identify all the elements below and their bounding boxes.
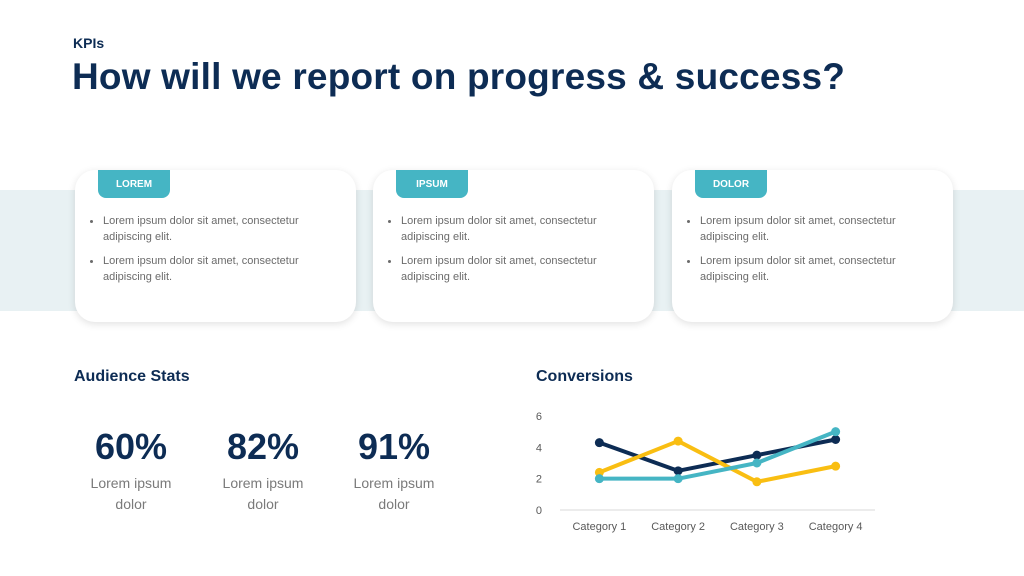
x-tick-label: Category 4	[809, 521, 863, 533]
stat-1: 60% Lorem ipsum dolor	[71, 425, 191, 515]
card-ipsum: IPSUM Lorem ipsum dolor sit amet, consec…	[373, 170, 654, 322]
card-bullet-list: Lorem ipsum dolor sit amet, consectetur …	[686, 214, 936, 294]
x-tick-label: Category 2	[651, 521, 705, 533]
card-tab-lorem: LOREM	[98, 170, 170, 198]
series-point	[831, 427, 841, 437]
y-tick-label: 6	[536, 411, 542, 423]
series-line	[597, 429, 838, 481]
card-bullet-list: Lorem ipsum dolor sit amet, consectetur …	[387, 214, 637, 294]
series-point	[752, 458, 762, 468]
series-point	[673, 436, 683, 446]
x-tick-label: Category 3	[730, 521, 784, 533]
series-point	[594, 474, 604, 484]
series-point	[594, 467, 604, 477]
card-bullet: Lorem ipsum dolor sit amet, consectetur …	[686, 214, 936, 245]
stat-value: 82%	[226, 426, 300, 467]
series-point	[752, 450, 762, 460]
stat-label: Lorem ipsum dolor	[222, 475, 304, 512]
series-point	[673, 466, 683, 476]
stat-value: 60%	[94, 426, 168, 467]
series-point	[594, 438, 604, 448]
card-bullet: Lorem ipsum dolor sit amet, consectetur …	[387, 254, 637, 285]
x-tick-label: Category 1	[572, 521, 626, 533]
kpis-eyebrow: KPIs	[73, 35, 105, 51]
y-tick-label: 0	[536, 505, 542, 517]
card-bullet: Lorem ipsum dolor sit amet, consectetur …	[89, 254, 339, 285]
series-point	[673, 474, 683, 484]
card-bullet: Lorem ipsum dolor sit amet, consectetur …	[686, 254, 936, 285]
stat-label: Lorem ipsum dolor	[90, 475, 172, 512]
audience-stats-title: Audience Stats	[74, 368, 190, 385]
stat-label: Lorem ipsum dolor	[353, 475, 435, 512]
series-point	[831, 461, 841, 471]
card-tab-dolor: DOLOR	[695, 170, 767, 198]
card-bullet: Lorem ipsum dolor sit amet, consectetur …	[89, 214, 339, 245]
series-line	[597, 439, 838, 484]
card-bullet-list: Lorem ipsum dolor sit amet, consectetur …	[89, 214, 339, 294]
series-point	[752, 477, 762, 487]
y-tick-label: 2	[536, 474, 542, 486]
card-tab-ipsum: IPSUM	[396, 170, 468, 198]
stat-value: 91%	[357, 426, 431, 467]
series-point	[831, 435, 841, 444]
stat-2: 82% Lorem ipsum dolor	[203, 425, 323, 515]
page-title: How will we report on progress & success…	[72, 56, 846, 97]
card-lorem: LOREM Lorem ipsum dolor sit amet, consec…	[75, 170, 356, 322]
conversions-title: Conversions	[536, 368, 633, 385]
stat-3: 91% Lorem ipsum dolor	[334, 425, 454, 515]
y-tick-label: 4	[536, 442, 542, 454]
conversions-chart: 0 2 4 6 Category 1 Category 2 Category 3 Catego…	[536, 411, 875, 533]
card-bullet: Lorem ipsum dolor sit amet, consectetur …	[387, 214, 637, 245]
card-dolor: DOLOR Lorem ipsum dolor sit amet, consec…	[672, 170, 953, 322]
